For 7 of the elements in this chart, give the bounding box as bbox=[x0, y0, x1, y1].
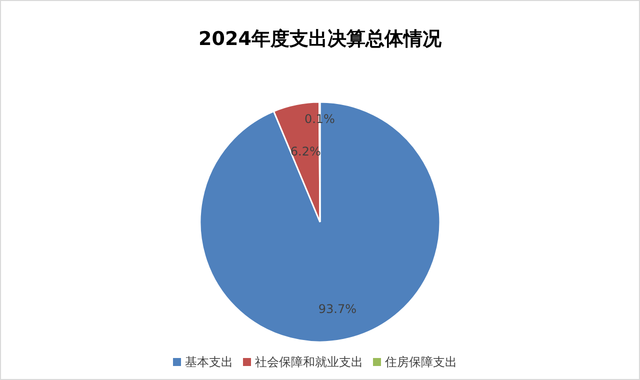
data-label: 0.1% bbox=[304, 112, 335, 126]
legend-label: 住房保障支出 bbox=[384, 355, 457, 369]
data-label: 93.7% bbox=[318, 302, 357, 316]
legend-label: 社会保障和就业支出 bbox=[255, 355, 363, 369]
chart-title: 2024年度支出决算总体情况 bbox=[198, 28, 442, 50]
legend-label: 基本支出 bbox=[185, 355, 233, 369]
pie-slice bbox=[199, 101, 441, 343]
